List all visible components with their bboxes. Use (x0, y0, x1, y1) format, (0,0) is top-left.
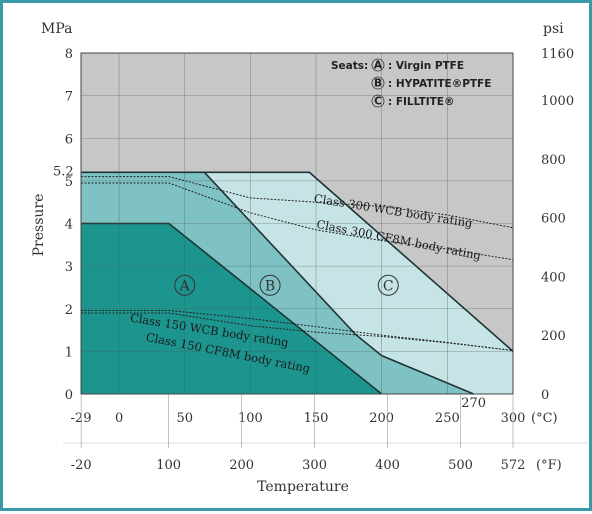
x-tick-c: 0 (115, 411, 123, 426)
x-tick-f: 100 (156, 458, 181, 473)
y-tick-psi: 1160 (541, 47, 574, 62)
x-tick-f: 300 (302, 458, 327, 473)
y-unit-left: MPa (41, 21, 72, 37)
note-270: 270 (461, 396, 486, 411)
seat-limit-line-B (81, 171, 474, 395)
legend-key-circle (371, 94, 385, 108)
y-tick-psi: 800 (541, 153, 566, 168)
x-tick-c: 50 (176, 411, 193, 426)
x-tick-c: 150 (304, 411, 329, 426)
y-tick-psi: 0 (541, 388, 549, 403)
y-axis-title: Pressure (31, 194, 47, 257)
y-unit-right: psi (543, 21, 564, 37)
x-tick-c: 100 (238, 411, 263, 426)
x-tick-f: -20 (71, 458, 92, 473)
rating-line-2 (81, 182, 514, 261)
legend-title: Seats: (331, 60, 368, 72)
y-tick-mpa: 7 (65, 90, 73, 105)
y-tick-mpa: 4 (65, 218, 73, 233)
legend-key-A: A (374, 60, 383, 72)
rating-line-1 (81, 176, 514, 229)
y-tick-mpa: 8 (65, 47, 73, 62)
legend-key-circle (371, 58, 385, 72)
zone-label-B: B (265, 278, 275, 294)
x-tick-c: 200 (369, 411, 394, 426)
legend-label-A: : Virgin PTFE (388, 60, 464, 72)
zone-label-C: C (383, 278, 394, 294)
legend-label-C: : FILLTITE® (388, 96, 454, 108)
zone-circle-C (377, 274, 399, 296)
x-tick-f: 500 (448, 458, 473, 473)
plot-border (80, 52, 514, 395)
zone-label-A: A (179, 278, 191, 294)
zone-circle-B (259, 274, 281, 296)
y-tick-mpa: 6 (65, 132, 73, 147)
rating-line-4 (81, 312, 514, 352)
y-tick-mpa: 5 (65, 175, 73, 190)
y-tick-psi: 600 (541, 212, 566, 227)
legend-key-C: C (374, 96, 382, 108)
legend-key-circle (371, 76, 385, 90)
y-tick-mpa: 2 (65, 303, 73, 318)
y-tick-psi: 1000 (541, 94, 574, 109)
y-tick-mpa: 1 (65, 345, 73, 360)
x-tick-f: 572 (501, 458, 526, 473)
x-unit-f: (°F) (536, 458, 562, 473)
x-axis-title: Temperature (257, 479, 349, 495)
legend-label-B: : HYPATITE®PTFE (388, 78, 491, 90)
x-tick-f: 400 (375, 458, 400, 473)
x-tick-f: 200 (229, 458, 254, 473)
x-unit-c: (°C) (531, 411, 558, 426)
zone-circle-A (174, 274, 196, 296)
x-tick-c: 250 (435, 411, 460, 426)
y-tick-psi: 200 (541, 329, 566, 344)
legend-key-B: B (374, 78, 382, 90)
note-5-2: 5.2 (53, 164, 74, 179)
y-tick-mpa: 3 (65, 260, 73, 275)
y-tick-mpa: 0 (65, 388, 73, 403)
y-tick-psi: 400 (541, 270, 566, 285)
